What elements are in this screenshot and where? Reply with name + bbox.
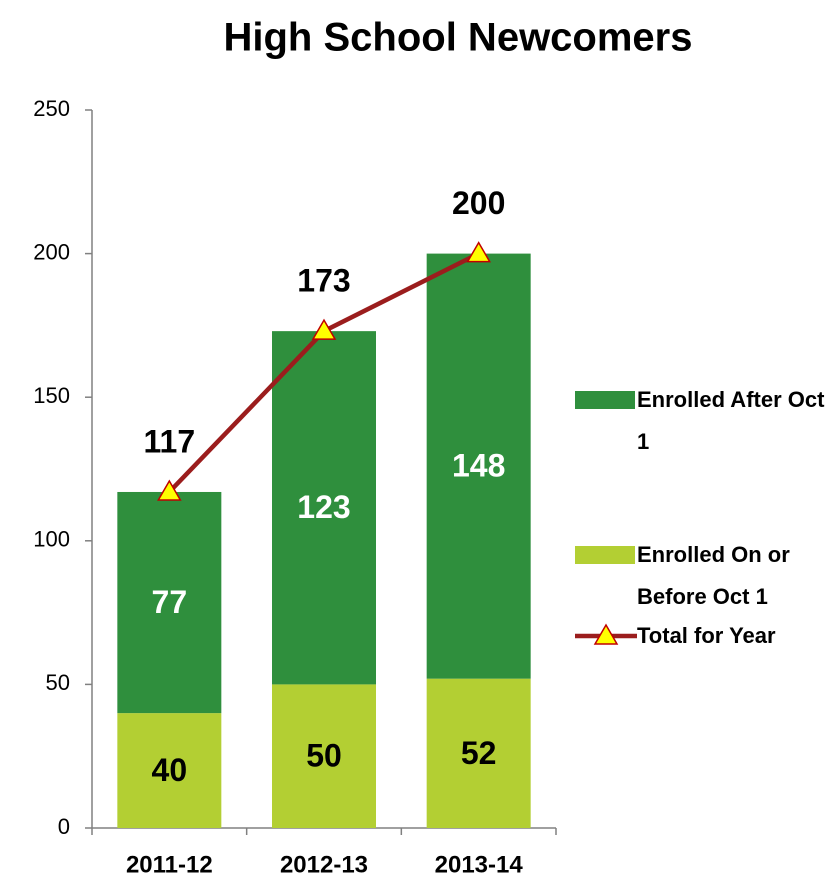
marker (466, 241, 491, 263)
y-tick-label: 100 (33, 527, 70, 552)
y-tick-label: 150 (33, 383, 70, 408)
data-label: 173 (297, 263, 350, 299)
bar-segment (426, 678, 531, 828)
bar-segment (117, 491, 222, 714)
marker (157, 479, 182, 501)
data-label: 77 (152, 584, 188, 620)
chart-title: High School Newcomers (224, 16, 693, 60)
data-label: 123 (297, 489, 350, 525)
bar-segment (272, 684, 376, 828)
bar-segment (272, 331, 376, 685)
data-label: 52 (461, 735, 497, 771)
x-tick-label: 2011-12 (126, 851, 213, 878)
bar-segment (426, 253, 531, 679)
data-label: 40 (152, 752, 188, 788)
legend-swatch (575, 623, 637, 645)
y-tick-label: 0 (58, 814, 70, 839)
data-label: 117 (144, 423, 196, 459)
legend-swatch (575, 391, 635, 409)
legend-label: Total for Year (637, 623, 776, 648)
legend-label: Enrolled On or Before Oct 1 (637, 542, 790, 609)
data-label: 50 (306, 738, 342, 774)
data-label: 200 (452, 185, 505, 221)
legend-item: Enrolled On or Before Oct 1 (575, 534, 827, 618)
marker (311, 318, 337, 340)
legend-item: Enrolled After Oct 1 (575, 379, 827, 463)
legend-item: Total for Year (575, 615, 827, 657)
x-tick-label: 2012-13 (280, 851, 368, 878)
y-tick-label: 50 (46, 670, 70, 695)
y-tick-label: 200 (33, 239, 70, 264)
data-label: 148 (452, 448, 505, 484)
x-tick-label: 2013-14 (435, 851, 524, 878)
bar-segment (117, 713, 222, 828)
legend-swatch-fill (575, 391, 635, 409)
legend-swatch (575, 546, 635, 564)
legend-swatch-fill (575, 546, 635, 564)
legend-label: Enrolled After Oct 1 (637, 387, 825, 454)
y-tick-label: 250 (33, 96, 70, 121)
legend-marker (593, 623, 619, 645)
